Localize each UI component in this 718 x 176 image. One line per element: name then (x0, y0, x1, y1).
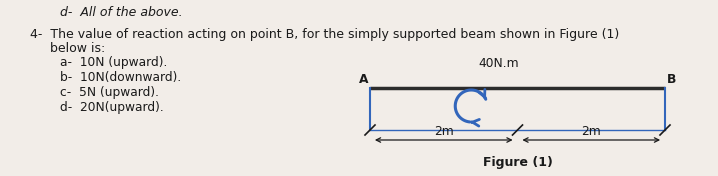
Text: 2m: 2m (434, 125, 454, 138)
Text: a-  10N (upward).: a- 10N (upward). (60, 56, 167, 69)
Text: b-  10N(downward).: b- 10N(downward). (60, 71, 181, 84)
Text: d-  All of the above.: d- All of the above. (60, 6, 182, 19)
Text: 4-  The value of reaction acting on point B, for the simply supported beam shown: 4- The value of reaction acting on point… (30, 28, 619, 41)
Text: 2m: 2m (582, 125, 601, 138)
Text: c-  5N (upward).: c- 5N (upward). (60, 86, 159, 99)
Text: B: B (667, 73, 676, 86)
Text: Figure (1): Figure (1) (482, 156, 552, 169)
Text: A: A (358, 73, 368, 86)
Text: below is:: below is: (30, 42, 106, 55)
Text: d-  20N(upward).: d- 20N(upward). (60, 101, 164, 114)
Text: 40N.m: 40N.m (478, 57, 519, 70)
